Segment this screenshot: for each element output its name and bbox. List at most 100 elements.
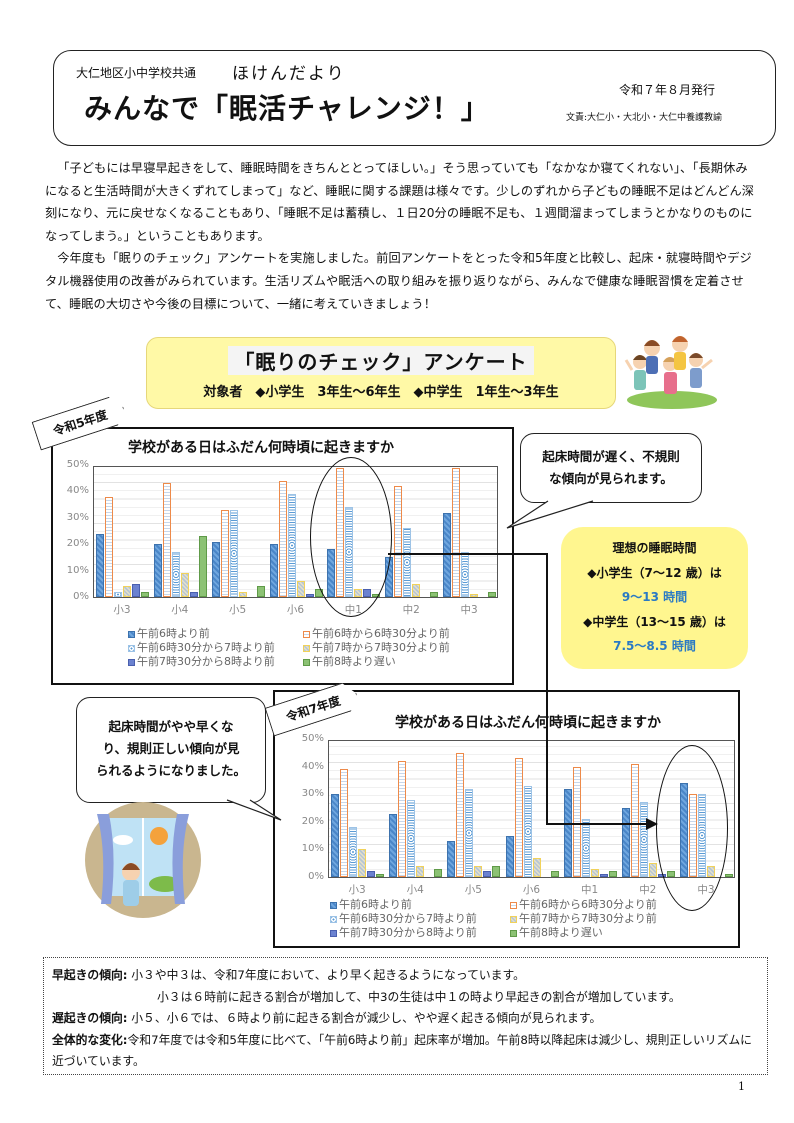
bar — [474, 865, 483, 877]
bar — [563, 788, 572, 877]
speech-bubble-r7-tail — [226, 799, 282, 821]
bar — [211, 541, 220, 597]
bar — [430, 591, 439, 597]
legend-swatch-icon — [303, 630, 310, 638]
bar — [189, 591, 198, 597]
chart-r7-title: 学校がある日はふだん何時頃に起きますか — [395, 715, 661, 731]
chart-legend: 午前6時より前 午前6時から6時30分より前 午前6時30分から7時より前 午前7時か… — [330, 898, 710, 940]
bar — [648, 863, 657, 877]
bar — [532, 857, 541, 877]
x-tick-label: 小4 — [406, 884, 424, 896]
legend-item: 午前7時から7時30分より前 — [303, 641, 503, 655]
bar — [572, 766, 581, 877]
bar — [447, 841, 456, 877]
x-tick-label: 小5 — [229, 604, 247, 616]
bar — [465, 788, 474, 877]
morning-window-illustration — [85, 802, 201, 918]
summary-box: 早起きの傾向: 小３や中３は、令和7年度において、より早く起きるようになっていま… — [43, 957, 768, 1075]
legend-swatch-icon — [330, 915, 337, 923]
bar — [296, 581, 305, 597]
y-tick-label: 30% — [301, 788, 324, 800]
legend-item: 午前7時から7時30分より前 — [510, 912, 710, 926]
speech-bubble-r5-tail — [506, 500, 594, 529]
bar — [608, 871, 617, 877]
bar — [581, 819, 590, 877]
legend-item: 午前6時30分から7時より前 — [128, 641, 303, 655]
x-tick-label: 小3 — [348, 884, 366, 896]
bar — [523, 785, 532, 877]
x-tick-label: 中2 — [402, 604, 420, 616]
elementary-label: ◆小学生（7～12 歳）は — [587, 565, 722, 580]
bar — [269, 544, 278, 597]
bar — [394, 486, 403, 597]
bar — [407, 799, 416, 877]
survey-title: 「眠りのチェック」アンケート — [228, 346, 534, 375]
chart-r5-frame: 学校がある日はふだん何時頃に起きますか 50% 40% 30% 20% 10% 0% 小3 小… — [51, 427, 514, 685]
legend-item: 午前6時30分から7時より前 — [330, 912, 510, 926]
bar — [724, 874, 733, 877]
bar — [398, 761, 407, 877]
bar — [95, 533, 104, 597]
bar — [412, 583, 421, 597]
legend-swatch-icon — [128, 644, 135, 652]
bar — [153, 544, 162, 597]
bar — [198, 536, 207, 597]
bar — [470, 594, 479, 597]
legend-swatch-icon — [510, 901, 517, 909]
summary-overall-label: 全体的な変化: — [52, 1032, 128, 1047]
highlight-oval-r7-chu3 — [656, 745, 728, 911]
bar — [287, 494, 296, 597]
issue-date: 令和７年８月発行 — [619, 83, 716, 97]
bar — [492, 865, 501, 877]
y-tick-label: 20% — [301, 815, 324, 827]
legend-item: 午前6時から6時30分より前 — [510, 898, 710, 912]
survey-banner: 「眠りのチェック」アンケート 対象者 ◆小学生 3年生～6年生 ◆中学生 1年生… — [146, 337, 616, 409]
page-title: みんなで「眠活チャレンジ！」 — [84, 92, 490, 125]
bar — [229, 509, 238, 597]
y-tick-label: 40% — [301, 760, 324, 772]
legend-item: 午前6時より前 — [128, 627, 303, 641]
intro-paragraph-1: 「子どもには早寝早起きをして、睡眠時間をきちんととってほしい。」そう思っていても… — [45, 161, 755, 243]
legend-swatch-icon — [510, 929, 517, 937]
header-box: 大仁地区小中学校共通 ほけんだより みんなで「眠活チャレンジ！」 令和７年８月発… — [53, 50, 776, 146]
bar — [483, 871, 492, 877]
bar — [122, 586, 131, 597]
survey-target: 対象者 ◆小学生 3年生～6年生 ◆中学生 1年生～3年生 — [203, 385, 559, 400]
y-tick-label: 30% — [66, 511, 89, 523]
organization-name: 大仁地区小中学校共通 — [76, 66, 197, 80]
y-tick-label: 20% — [66, 538, 89, 550]
x-tick-label: 小6 — [522, 884, 541, 896]
arrow-head-icon — [646, 818, 658, 830]
connector-line-h2 — [546, 823, 650, 825]
x-tick-label: 中1 — [581, 884, 599, 896]
chart-r5-title: 学校がある日はふだん何時頃に起きますか — [128, 440, 394, 456]
ideal-sleep-title: 理想の睡眠時間 — [612, 541, 697, 555]
bar — [514, 758, 523, 877]
page-number: 1 — [738, 1080, 745, 1093]
legend-item: 午前6時から6時30分より前 — [303, 627, 503, 641]
y-tick-label: 10% — [66, 564, 89, 576]
x-tick-label: 小3 — [113, 604, 131, 616]
junior-value: 7.5～8.5 時間 — [613, 639, 696, 653]
bar — [621, 808, 630, 877]
bar — [113, 591, 122, 597]
y-tick-label: 50% — [66, 459, 89, 470]
bar — [505, 835, 514, 877]
chart-legend: 午前6時より前 午前6時から6時30分より前 午前6時30分から7時より前 午前7時か… — [128, 627, 503, 669]
y-tick-label: 50% — [301, 733, 324, 744]
chart-r7-frame: 学校がある日はふだん何時頃に起きますか 50% 40% 30% 20% 10% 0% 小3 小… — [273, 690, 740, 948]
bar — [131, 583, 140, 597]
legend-swatch-icon — [510, 915, 517, 923]
legend-swatch-icon — [303, 658, 310, 666]
legend-swatch-icon — [128, 630, 135, 638]
speech-bubble-r7: 起床時間がやや早くな り、規則正しい傾向が見 られるようになりました。 — [76, 697, 266, 803]
summary-early-label: 早起きの傾向: — [52, 968, 128, 982]
x-tick-label: 小6 — [286, 604, 305, 616]
bar — [376, 874, 385, 877]
bar — [630, 763, 639, 877]
intro-text: 「子どもには早寝早起きをして、睡眠時間をきちんととってほしい。」そう思っていても… — [45, 157, 757, 315]
bar — [550, 871, 559, 877]
summary-late-text: 小５、小６では、６時より前に起きる割合が減少し、やや遅く起きる傾向が見られます。 — [131, 1011, 602, 1025]
intro-paragraph-2: 今年度も「眠りのチェック」アンケートを実施しました。前回アンケートをとった令和5… — [45, 251, 752, 311]
connector-line-h1 — [388, 553, 548, 555]
